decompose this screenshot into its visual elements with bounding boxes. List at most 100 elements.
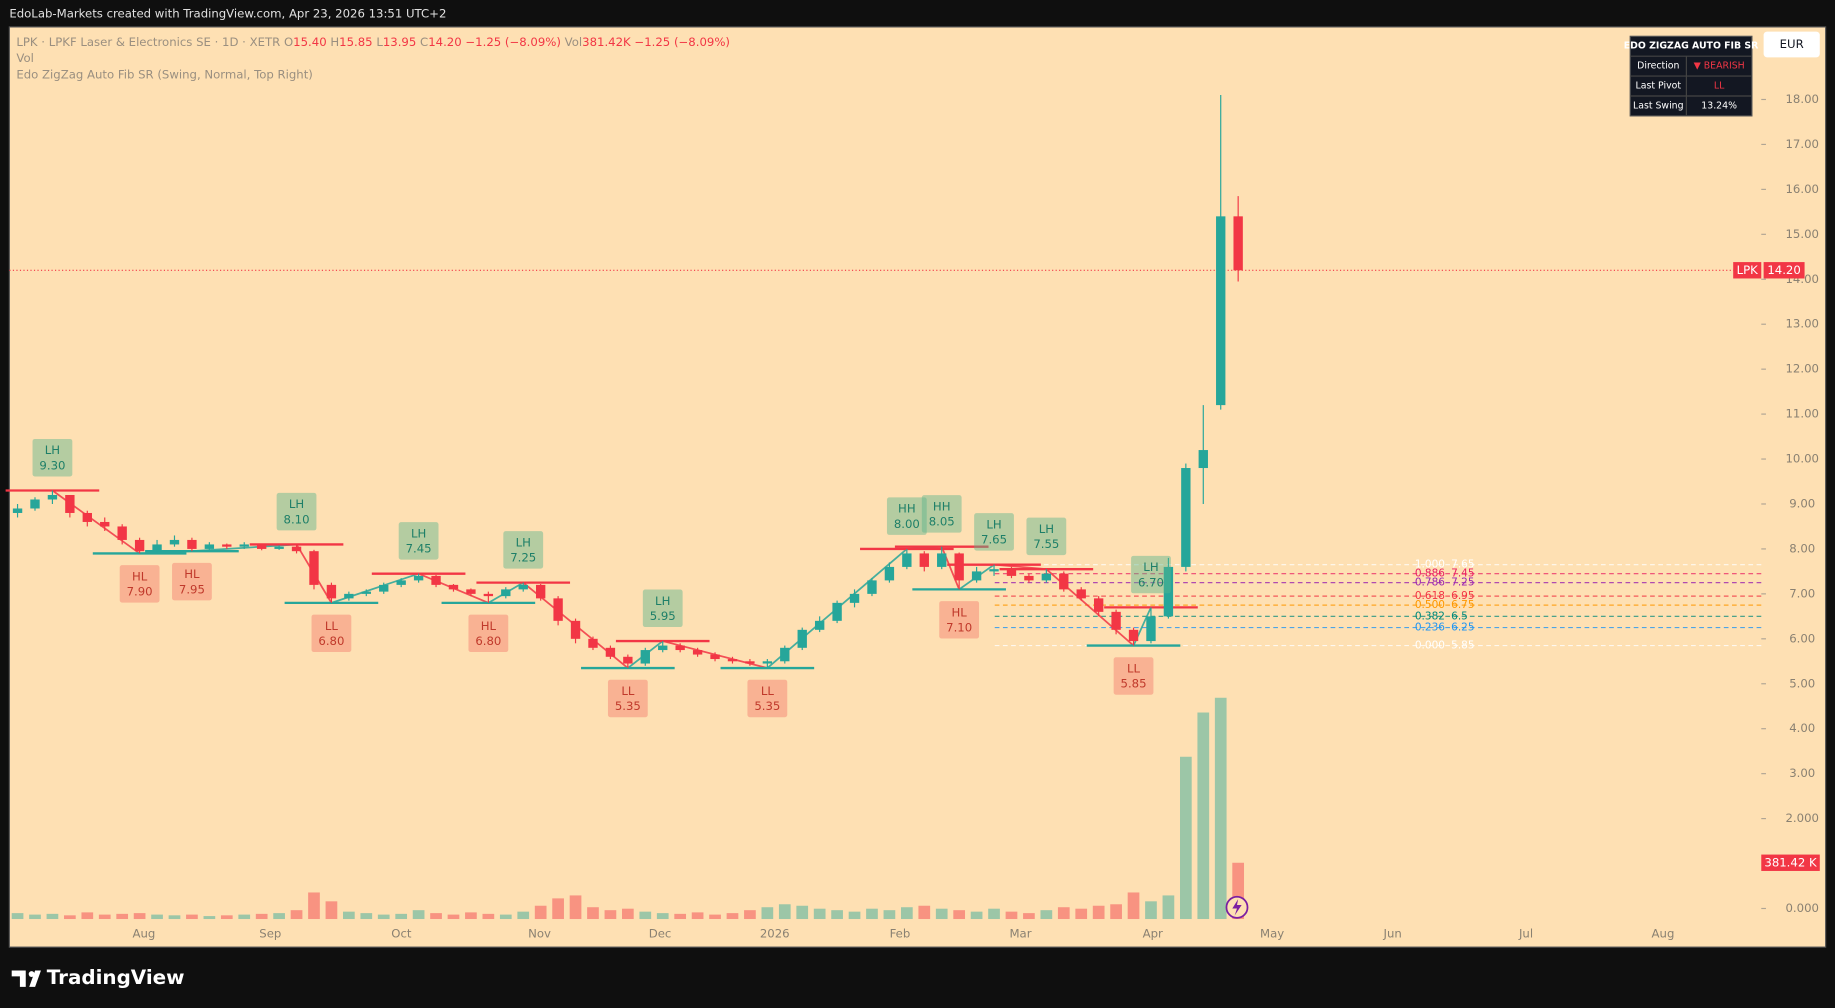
pivot-label: LH6.70 (1131, 555, 1171, 594)
legend-vol: Vol (565, 35, 582, 49)
pivot-kind: LH (45, 443, 60, 457)
candle-body (1233, 216, 1243, 271)
candle-body (814, 620, 825, 630)
logo-dot (28, 971, 35, 977)
currency-label[interactable]: EUR (1780, 37, 1804, 51)
y-tick-label: 11.00 (1786, 407, 1819, 421)
pivot-kind: LH (411, 526, 426, 540)
candle-body (884, 566, 895, 581)
x-tick-label: Aug (1652, 927, 1675, 941)
candle-body (30, 499, 40, 509)
volume-bar (447, 914, 460, 920)
candle-body (483, 593, 494, 597)
volume-bar (308, 892, 320, 920)
candle-body (1216, 216, 1226, 406)
volume-bar (273, 913, 285, 920)
volume-bar (1232, 862, 1245, 920)
pivot-value: 5.85 (1121, 677, 1147, 691)
candle-body (152, 544, 162, 552)
x-tick-label: Jun (1383, 927, 1402, 941)
pivot-kind: HH (898, 502, 916, 516)
volume-bar (953, 910, 966, 920)
pivot-kind: HL (481, 619, 497, 633)
volume-bar (343, 911, 355, 920)
volume-bar (900, 907, 913, 920)
currency-button[interactable] (1763, 31, 1820, 58)
pivot-value: 7.10 (946, 621, 972, 635)
candle-body (82, 512, 92, 522)
legend-symbol: LPK · LPKF Laser & Electronics SE · 1D ·… (16, 35, 280, 49)
fib-price: 6.5 (1451, 610, 1468, 622)
volume-bar (1005, 911, 1018, 920)
y-tick-label: 6.00 (1789, 631, 1815, 645)
candle-body (47, 494, 58, 500)
candle-body (640, 650, 650, 664)
pivot-value: 8.10 (284, 512, 310, 526)
x-tick-label: Sep (259, 927, 281, 941)
volume-bar (587, 907, 599, 920)
pivot-box (747, 679, 788, 718)
pivot-label: LL 5.85 (1113, 657, 1154, 695)
pivot-label: LH 7.45 (398, 522, 439, 560)
volume-bar (81, 912, 94, 920)
legend-h: H (330, 35, 339, 49)
pivot-label: LH9.30 (32, 438, 73, 477)
candle-body (1163, 566, 1174, 617)
y-tick-label: 0.000 (1786, 901, 1819, 915)
pivot-label: HL 7.90 (119, 565, 160, 603)
candle-body (919, 553, 929, 567)
candle-body (902, 553, 912, 567)
candle-body (448, 584, 459, 590)
pivot-kind: LL (325, 619, 339, 633)
table-value: LL (1714, 81, 1725, 92)
x-tick-label: Mar (1009, 927, 1031, 941)
candle-body (954, 553, 964, 581)
fib-price: 6.95 (1451, 590, 1474, 602)
candle-body (1076, 589, 1086, 599)
pivot-label: LH 7.25 (503, 531, 544, 569)
volume-bar (220, 915, 233, 920)
volume-bar (1214, 697, 1227, 920)
pivot-label: LL5.35 (747, 679, 788, 718)
pivot-value: 7.90 (127, 585, 153, 599)
pivot-label: LH8.10 (276, 492, 317, 531)
volume-bar (1110, 904, 1122, 920)
pivot-value: 5.35 (615, 699, 641, 713)
y-tick-label: 13.00 (1786, 317, 1819, 331)
volume-bar (255, 913, 268, 920)
candle-body (501, 589, 511, 597)
pivot-box (1131, 555, 1171, 594)
candle-body (971, 571, 982, 581)
fib-price: 6.75 (1451, 599, 1474, 611)
volume-bar (1040, 910, 1053, 920)
volume-bar (238, 914, 251, 920)
candle-body (605, 647, 616, 657)
volume-bar (133, 913, 146, 920)
candle-body (989, 569, 999, 572)
candle-body (413, 575, 424, 581)
table-key: Direction (1637, 61, 1679, 72)
pivot-value: 8.00 (894, 517, 920, 531)
pivot-kind: HL (952, 605, 968, 619)
pivot-kind: LL (1127, 661, 1141, 675)
pivot-label: LH5.95 (642, 589, 683, 628)
x-tick-label: Dec (649, 927, 672, 941)
x-tick-label: May (1260, 927, 1284, 941)
candle-body (570, 620, 581, 639)
volume-bar (168, 915, 181, 920)
candle-body (780, 647, 790, 662)
candle-body (588, 638, 598, 648)
fib-ratio: 0.886 (1415, 568, 1445, 580)
price-tag-bg (1763, 262, 1805, 279)
volume-bar (1075, 908, 1088, 920)
candle-body (535, 584, 546, 599)
candle-body (12, 508, 23, 513)
volume-bar (430, 913, 442, 920)
pivot-value: 6.70 (1138, 575, 1164, 589)
y-tick-label: 10.00 (1786, 452, 1819, 466)
volume-bar (883, 910, 896, 920)
y-tick-label: 3.00 (1789, 766, 1815, 780)
y-tick-label: 2.000 (1786, 811, 1819, 825)
volume-bar (517, 911, 530, 920)
